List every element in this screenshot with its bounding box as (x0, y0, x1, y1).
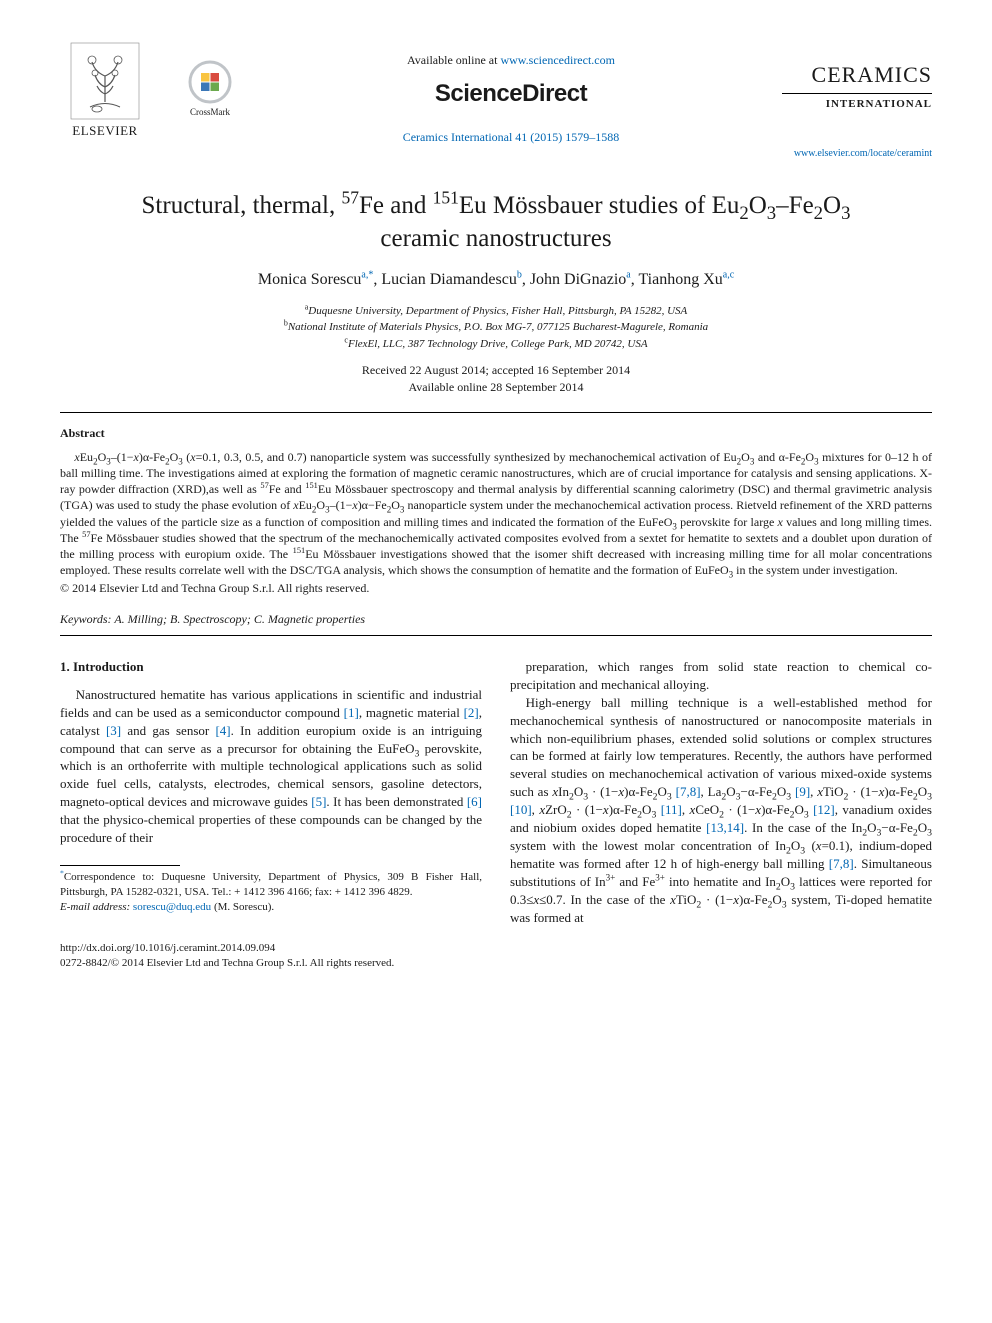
journal-reference: Ceramics International 41 (2015) 1579–15… (240, 129, 782, 145)
article-dates: Received 22 August 2014; accepted 16 Sep… (60, 362, 932, 396)
right-column: preparation, which ranges from solid sta… (510, 658, 932, 927)
author: Lucian Diamandescu (381, 271, 517, 288)
title-sup: 57 (341, 188, 359, 208)
author-list: Monica Sorescua,*, Lucian Diamandescub, … (60, 269, 932, 291)
elsevier-logo: ELSEVIER (60, 40, 150, 140)
sciencedirect-link[interactable]: www.sciencedirect.com (500, 53, 615, 67)
footnote-text: Correspondence to: Duquesne University, … (60, 871, 482, 898)
journal-brand: CERAMICS INTERNATIONAL www.elsevier.com/… (782, 40, 932, 160)
keywords: Keywords: A. Milling; B. Spectroscopy; C… (60, 611, 932, 627)
abstract-body: xEu2O3–(1−x)α-Fe2O3 (x=0.1, 0.3, 0.5, an… (60, 449, 932, 579)
crossmark-badge[interactable]: CrossMark (180, 60, 240, 118)
page-header: ELSEVIER CrossMark Available online at w… (60, 40, 932, 160)
body-columns: 1. Introduction Nanostructured hematite … (60, 658, 932, 927)
journal-subtitle: INTERNATIONAL (782, 97, 932, 112)
issn-copyright: 0272-8842/© 2014 Elsevier Ltd and Techna… (60, 956, 932, 971)
affiliations: aDuquesne University, Department of Phys… (60, 303, 932, 353)
author-affil-mark: b (517, 270, 522, 281)
keywords-text: A. Milling; B. Spectroscopy; C. Magnetic… (112, 612, 366, 626)
crossmark-label: CrossMark (180, 106, 240, 118)
doi-block: http://dx.doi.org/10.1016/j.ceramint.201… (60, 941, 932, 971)
sciencedirect-logo: ScienceDirect (240, 78, 782, 110)
email-label: E-mail address: (60, 901, 133, 913)
affiliation-b: National Institute of Materials Physics,… (288, 321, 708, 333)
corresponding-footnote: *Correspondence to: Duquesne University,… (60, 870, 482, 915)
elsevier-tree-icon (70, 42, 140, 120)
received-date: Received 22 August 2014; accepted 16 Sep… (60, 362, 932, 379)
available-prefix: Available online at (407, 53, 500, 67)
title-part: –Fe (776, 192, 814, 219)
footnote-rule (60, 865, 180, 866)
title-part: Eu Mössbauer studies of Eu (459, 192, 740, 219)
author: John DiGnazio (530, 271, 626, 288)
title-part: Fe and (359, 192, 433, 219)
divider (60, 635, 932, 636)
intro-paragraph: Nanostructured hematite has various appl… (60, 686, 482, 847)
affiliation-a: Duquesne University, Department of Physi… (308, 305, 687, 317)
left-column: 1. Introduction Nanostructured hematite … (60, 658, 482, 927)
author-affil-mark: a (626, 270, 630, 281)
divider (60, 412, 932, 413)
abstract-heading: Abstract (60, 425, 932, 441)
doi-url: http://dx.doi.org/10.1016/j.ceramint.201… (60, 941, 932, 956)
header-center: Available online at www.sciencedirect.co… (240, 40, 782, 145)
author: Monica Sorescu (258, 271, 362, 288)
title-sub: 2 (814, 203, 823, 224)
title-sub: 3 (767, 203, 776, 224)
journal-homepage-link[interactable]: www.elsevier.com/locate/ceramint (794, 148, 932, 159)
title-part: O (823, 192, 841, 219)
email-suffix: (M. Sorescu). (211, 901, 274, 913)
corresponding-mark: * (368, 270, 373, 281)
online-date: Available online 28 September 2014 (60, 379, 932, 396)
author-email-link[interactable]: sorescu@duq.edu (133, 901, 211, 913)
available-online: Available online at www.sciencedirect.co… (240, 52, 782, 68)
title-sub: 3 (841, 203, 850, 224)
affiliation-c: FlexEl, LLC, 387 Technology Drive, Colle… (348, 338, 648, 350)
article-title: Structural, thermal, 57Fe and 151Eu Möss… (60, 190, 932, 255)
crossmark-icon (188, 60, 232, 104)
title-sub: 2 (739, 203, 748, 224)
journal-ref-link[interactable]: Ceramics International 41 (2015) 1579–15… (403, 130, 620, 144)
abstract-text: xEu2O3–(1−x)α-Fe2O3 (x=0.1, 0.3, 0.5, an… (60, 449, 932, 579)
title-sup: 151 (433, 188, 459, 208)
intro-paragraph: High-energy ball milling technique is a … (510, 694, 932, 927)
section-heading: 1. Introduction (60, 658, 482, 676)
copyright-line: © 2014 Elsevier Ltd and Techna Group S.r… (60, 580, 932, 596)
elsevier-name: ELSEVIER (72, 122, 137, 140)
title-part: Structural, thermal, (142, 192, 342, 219)
author-affil-mark: a,c (723, 270, 734, 281)
keywords-label: Keywords: (60, 612, 112, 626)
title-part: O (749, 192, 767, 219)
title-line2: ceramic nanostructures (380, 225, 611, 252)
author: Tianhong Xu (638, 271, 722, 288)
intro-paragraph: preparation, which ranges from solid sta… (510, 658, 932, 694)
journal-title: CERAMICS (782, 60, 932, 90)
